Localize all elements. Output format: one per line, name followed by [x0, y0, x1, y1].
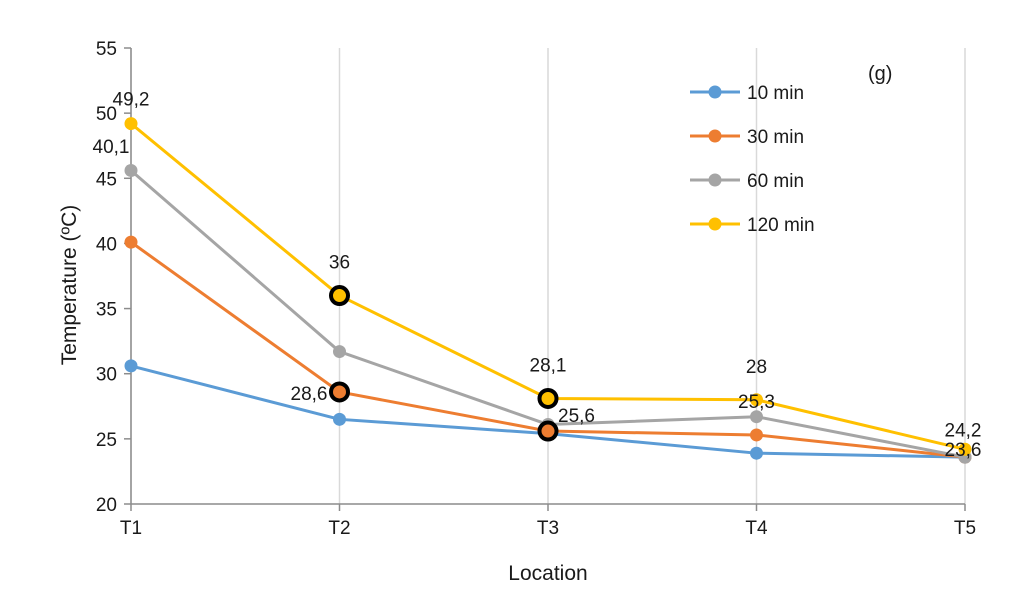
data-point: [124, 235, 138, 249]
y-tick-label: 35: [96, 300, 117, 321]
label-layer: 49,2 40,1 36 28,6 28,1 25,6 28 25,3 24,223,6: [93, 90, 982, 462]
x-tick-label: T2: [328, 518, 350, 539]
data-point: [333, 345, 346, 359]
legend-label: 120 min: [747, 215, 815, 236]
highlighted-point: [537, 387, 559, 409]
x-axis-title: Location: [508, 562, 587, 585]
data-point: [124, 359, 138, 373]
data-label: 40,1: [93, 137, 130, 158]
y-tick-label: 55: [96, 39, 117, 60]
highlighted-point: [537, 420, 559, 442]
legend-marker: [708, 173, 722, 187]
x-tick-label: T5: [954, 518, 976, 539]
data-point: [750, 446, 763, 460]
data-label: 36: [329, 253, 350, 274]
y-axis-title: Temperature (ºC): [58, 205, 81, 366]
data-label: 25,6: [558, 406, 595, 427]
legend-label: 10 min: [747, 83, 804, 104]
data-point: [750, 393, 763, 407]
legend-label: 60 min: [747, 171, 804, 192]
data-label: 25,3: [738, 392, 775, 413]
highlighted-point: [329, 381, 350, 403]
data-point: [124, 163, 138, 177]
panel-label: (g): [868, 63, 892, 85]
y-tick-label: 40: [96, 234, 117, 255]
series-layer: [124, 117, 972, 464]
data-point: [124, 117, 138, 131]
data-point: [958, 442, 972, 456]
y-tick-label: 45: [96, 169, 117, 190]
data-label: 49,2: [113, 90, 150, 111]
legend-marker: [708, 217, 722, 231]
legend: 10 min 30 min 60 min 120 min: [690, 83, 815, 236]
data-label: 28,1: [530, 355, 567, 376]
y-tick-label: 30: [96, 365, 117, 386]
data-point: [750, 428, 763, 442]
legend-marker: [708, 85, 722, 99]
highlighted-point: [329, 285, 350, 307]
data-label: 24,2: [945, 420, 982, 441]
y-tick-label: 25: [96, 430, 117, 451]
x-tick-label: T4: [745, 518, 768, 539]
data-label: 28,6: [291, 384, 328, 405]
data-label: 28: [746, 357, 767, 378]
axis-layer: 20 25 30 35 40 45 50 55 T1 T2 T3 T4 T5: [96, 39, 976, 539]
y-tick-label: 50: [96, 104, 117, 125]
data-point: [333, 412, 346, 426]
x-tick-label: T1: [120, 518, 142, 539]
data-label: 23,6: [945, 440, 982, 461]
y-tick-label: 20: [96, 495, 117, 516]
legend-marker: [708, 129, 722, 143]
legend-label: 30 min: [747, 127, 804, 148]
x-tick-label: T3: [537, 518, 559, 539]
data-point: [750, 410, 763, 424]
